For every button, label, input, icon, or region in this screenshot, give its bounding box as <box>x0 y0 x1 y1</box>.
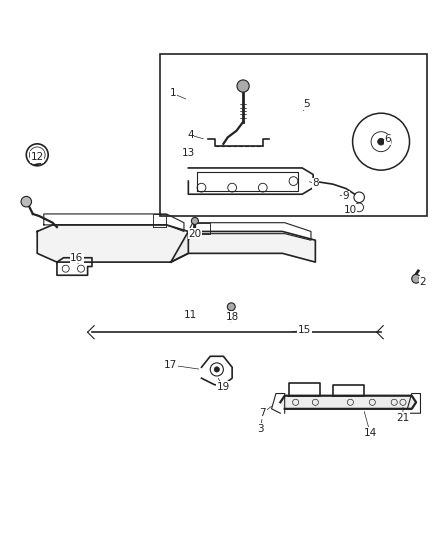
Polygon shape <box>280 395 416 409</box>
Text: 8: 8 <box>312 178 319 188</box>
Text: 17: 17 <box>164 360 177 370</box>
Circle shape <box>378 138 385 145</box>
Text: 4: 4 <box>187 130 194 140</box>
Circle shape <box>214 367 219 372</box>
Text: 21: 21 <box>396 413 410 423</box>
Text: 6: 6 <box>384 134 391 144</box>
Text: 13: 13 <box>182 148 195 158</box>
Text: 9: 9 <box>343 191 350 201</box>
Text: 2: 2 <box>419 277 426 287</box>
Text: 20: 20 <box>188 229 201 239</box>
Text: 11: 11 <box>184 310 197 320</box>
Text: 1: 1 <box>170 88 177 99</box>
Text: 19: 19 <box>217 382 230 392</box>
Text: 14: 14 <box>364 428 377 438</box>
Text: 15: 15 <box>298 325 311 335</box>
Circle shape <box>191 217 198 224</box>
Polygon shape <box>171 231 315 262</box>
Text: 12: 12 <box>31 152 44 162</box>
Polygon shape <box>37 225 188 262</box>
Circle shape <box>412 274 420 283</box>
Circle shape <box>227 303 235 311</box>
Text: 7: 7 <box>259 408 266 418</box>
Circle shape <box>237 80 249 92</box>
Circle shape <box>21 197 32 207</box>
Text: 10: 10 <box>344 205 357 215</box>
Text: 16: 16 <box>70 253 83 263</box>
Text: 18: 18 <box>226 312 239 322</box>
Bar <box>160 54 427 216</box>
Text: 5: 5 <box>303 100 310 109</box>
Text: 3: 3 <box>257 424 264 433</box>
